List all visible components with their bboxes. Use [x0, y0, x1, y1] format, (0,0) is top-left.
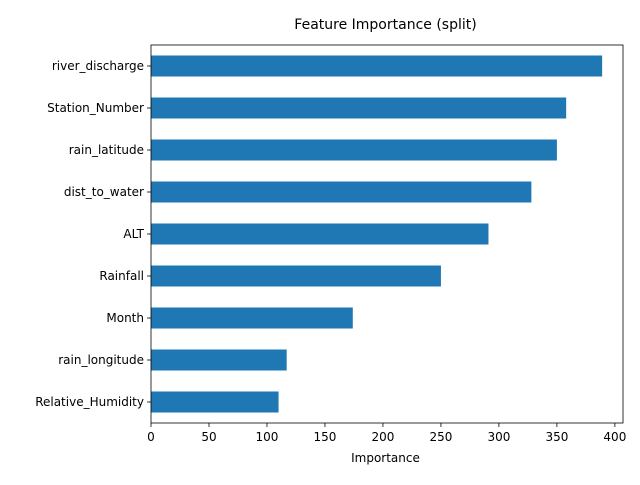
bar-Rainfall	[151, 265, 441, 287]
x-tick-label: 250	[429, 430, 452, 444]
bar-Relative_Humidity	[151, 391, 279, 413]
y-tick-label: ALT	[123, 227, 144, 241]
y-tick-label: Relative_Humidity	[35, 395, 144, 409]
bar-Station_Number	[151, 97, 567, 119]
plot-frame	[150, 44, 624, 424]
x-tick-label: 300	[487, 430, 510, 444]
x-tick-label: 400	[603, 430, 626, 444]
x-tick-label: 0	[147, 430, 155, 444]
y-tick-label: Station_Number	[47, 101, 144, 115]
bar-Month	[151, 307, 353, 329]
bar-rain_latitude	[151, 139, 557, 161]
bar-dist_to_water	[151, 181, 532, 203]
bar-ALT	[151, 223, 489, 245]
x-tick-label: 100	[256, 430, 279, 444]
y-tick-label: dist_to_water	[64, 185, 144, 199]
x-tick-label: 150	[314, 430, 337, 444]
x-tick-label: 200	[371, 430, 394, 444]
bars-layer	[151, 55, 603, 413]
y-tick-label: rain_longitude	[58, 353, 144, 367]
x-axis-title: Importance	[351, 451, 420, 465]
axes-layer	[147, 44, 624, 427]
bar-rain_longitude	[151, 349, 287, 371]
y-tick-label: rain_latitude	[69, 143, 144, 157]
y-tick-label: Month	[106, 311, 144, 325]
bar-river_discharge	[151, 55, 603, 77]
y-tick-label: Rainfall	[99, 269, 144, 283]
x-tick-label: 50	[201, 430, 216, 444]
y-tick-label: river_discharge	[52, 59, 144, 73]
x-tick-label: 350	[545, 430, 568, 444]
chart-title: Feature Importance (split)	[294, 17, 476, 33]
labels-layer: river_discharge Station_Number rain_latitu…	[35, 59, 626, 444]
